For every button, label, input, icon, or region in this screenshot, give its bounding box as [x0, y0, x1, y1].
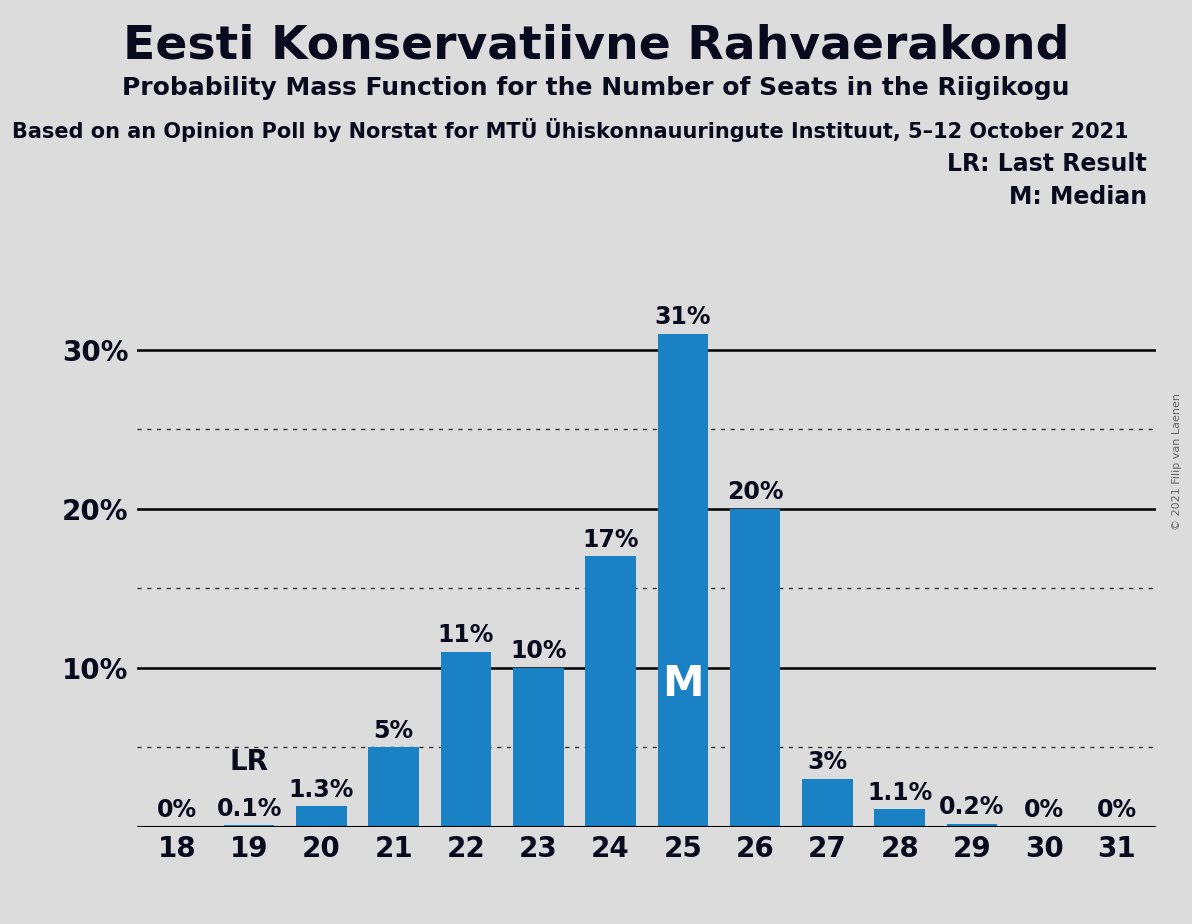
Text: Based on an Opinion Poll by Norstat for MTÜ Ühiskonnauuringute Instituut, 5–12 O: Based on an Opinion Poll by Norstat for … [12, 118, 1129, 142]
Text: 0%: 0% [157, 798, 197, 822]
Text: 0.1%: 0.1% [217, 796, 281, 821]
Text: 3%: 3% [807, 750, 848, 774]
Text: © 2021 Filip van Laenen: © 2021 Filip van Laenen [1173, 394, 1182, 530]
Bar [368, 748, 418, 827]
Bar [296, 807, 347, 827]
Text: 0.2%: 0.2% [939, 795, 1005, 819]
Text: 17%: 17% [582, 528, 639, 552]
Text: 1.1%: 1.1% [867, 781, 932, 805]
Text: 10%: 10% [510, 639, 566, 663]
Bar [441, 652, 491, 827]
Bar [585, 556, 635, 827]
Bar [513, 668, 564, 827]
Bar [802, 779, 852, 827]
Bar [224, 825, 274, 827]
Bar [658, 334, 708, 827]
Text: 20%: 20% [727, 480, 783, 504]
Text: Eesti Konservatiivne Rahvaerakond: Eesti Konservatiivne Rahvaerakond [123, 23, 1069, 68]
Bar [730, 509, 781, 827]
Text: M: Median: M: Median [1008, 185, 1147, 209]
Text: LR: Last Result: LR: Last Result [946, 152, 1147, 176]
Bar [946, 824, 998, 827]
Text: M: M [662, 663, 703, 705]
Text: Probability Mass Function for the Number of Seats in the Riigikogu: Probability Mass Function for the Number… [123, 76, 1069, 100]
Text: 31%: 31% [654, 305, 712, 329]
Text: 11%: 11% [437, 623, 495, 647]
Bar [875, 809, 925, 827]
Text: LR: LR [230, 748, 268, 776]
Text: 0%: 0% [1024, 798, 1064, 822]
Text: 1.3%: 1.3% [288, 777, 354, 801]
Text: 5%: 5% [373, 719, 414, 743]
Text: 0%: 0% [1097, 798, 1136, 822]
